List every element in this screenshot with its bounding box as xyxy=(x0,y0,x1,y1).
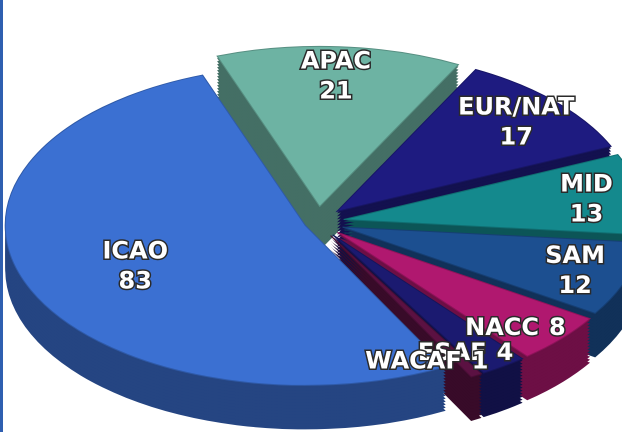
slice-value: 1 xyxy=(472,347,489,375)
slice-top xyxy=(337,231,592,357)
slice-top xyxy=(4,74,447,386)
slice-label: MID xyxy=(560,169,613,197)
slice-top xyxy=(216,45,460,208)
slice-value: 21 xyxy=(319,77,352,105)
slice-label: NACC xyxy=(465,313,539,341)
slice-value: 13 xyxy=(570,199,603,227)
slice xyxy=(4,74,447,430)
slice-value: 8 xyxy=(549,313,566,341)
slice-value: 4 xyxy=(497,338,514,366)
slice-top xyxy=(343,153,622,235)
slice-label: ESAF xyxy=(418,338,487,366)
left-border xyxy=(0,0,3,432)
slice-top xyxy=(330,235,483,378)
slice-top xyxy=(332,234,524,374)
slice-top xyxy=(342,226,622,314)
slice-label: WACAF xyxy=(365,347,462,375)
slice-label: ICAO xyxy=(102,237,168,265)
slice-label: APAC xyxy=(301,47,371,75)
slice-value: 83 xyxy=(119,267,152,295)
slice-label: EUR/NAT xyxy=(458,92,575,120)
slice-value: 17 xyxy=(500,122,533,150)
slice xyxy=(216,45,460,251)
slice-top xyxy=(335,68,612,213)
slice-value: 12 xyxy=(558,271,591,299)
slice-label: SAM xyxy=(545,241,605,269)
